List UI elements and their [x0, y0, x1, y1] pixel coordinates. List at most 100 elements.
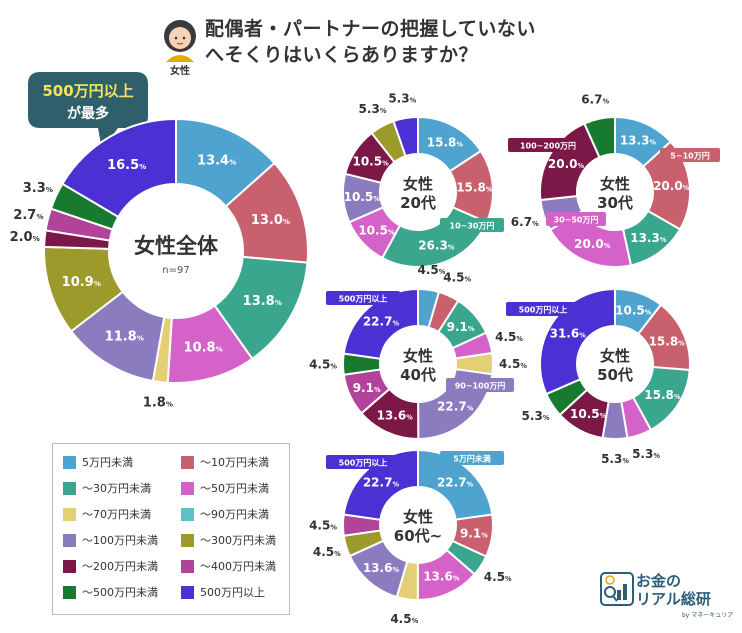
- label-20s-7: 5.3%: [388, 92, 416, 106]
- center-title-40s: 女性: [403, 347, 433, 365]
- legend-swatch: [63, 533, 76, 547]
- label-30s-2: 13.3%: [630, 231, 667, 245]
- label-all-1: 13.0%: [251, 213, 290, 228]
- legend-swatch: [181, 559, 194, 573]
- label-all-6: 10.9%: [62, 275, 101, 290]
- legend-swatch: [63, 585, 76, 599]
- legend-item: 〜100万円未満: [63, 532, 158, 548]
- logo-text: お金の リアル総研: [636, 572, 711, 608]
- label-30s-3: 20.0%: [574, 237, 611, 251]
- label-60s-7: 4.5%: [309, 518, 337, 532]
- legend-label: 〜500万円未満: [82, 586, 158, 599]
- legend-item: 〜50万円未満: [181, 480, 269, 496]
- label-50s-3: 5.3%: [632, 447, 660, 461]
- legend-label: 〜50万円未満: [200, 482, 269, 495]
- legend-item: 〜10万円未満: [181, 454, 269, 470]
- label-30s-6: 6.7%: [581, 92, 609, 106]
- label-40s-4: 4.5%: [499, 357, 527, 371]
- label-20s-2: 26.3%: [418, 239, 455, 253]
- range-tag-text-8: 5万円未満: [453, 454, 491, 464]
- legend-item: 〜300万円未満: [181, 532, 276, 548]
- title-line2: へそくりはいくらありますか？: [205, 44, 479, 66]
- slice-20s-2: [380, 205, 488, 268]
- legend-label: 〜100万円未満: [82, 534, 158, 547]
- legend-label: 〜400万円未満: [200, 560, 276, 573]
- legend-swatch: [181, 585, 194, 599]
- center-title2-20s: 20代: [400, 194, 436, 212]
- legend-item: 〜90万円未満: [181, 506, 269, 522]
- label-all-7: 2.0%: [10, 230, 40, 245]
- legend-item: 500万円以上: [181, 584, 265, 600]
- range-tag-text-2: 30~50万円: [554, 216, 599, 225]
- legend-swatch: [63, 455, 76, 469]
- range-tag-text-0: 10~30万円: [450, 222, 495, 231]
- center-title-all: 女性全体: [134, 234, 219, 258]
- range-tag-6: [506, 302, 580, 316]
- label-30s-4: 6.7%: [511, 215, 539, 229]
- center-title2-60s: 60代~: [394, 527, 442, 545]
- center-title-60s: 女性: [403, 508, 433, 526]
- legend: 5万円未満 〜10万円未満 〜30万円未満 〜50万円未満 〜70万円未満 〜90万円未満…: [52, 443, 290, 615]
- label-60s-2: 4.5%: [484, 570, 512, 584]
- legend-item: 〜70万円未満: [63, 506, 151, 522]
- callout-line2: が最多: [67, 105, 109, 122]
- label-30s-1: 20.0%: [653, 179, 690, 193]
- range-tag-7: [326, 455, 400, 469]
- legend-label: 〜200万円未満: [82, 560, 158, 573]
- legend-label: 500万円以上: [200, 586, 265, 599]
- slice-40s-9: [342, 287, 419, 360]
- range-tag-5: [446, 378, 514, 392]
- legend-swatch: [181, 455, 194, 469]
- label-all-10: 16.5%: [107, 158, 146, 173]
- range-tag-3: [508, 138, 588, 152]
- center-title2-30s: 30代: [597, 194, 633, 212]
- legend-swatch: [181, 507, 194, 521]
- label-40s-9: 22.7%: [363, 315, 400, 329]
- legend-label: 5万円未満: [82, 456, 133, 469]
- center-title-20s: 女性: [403, 175, 433, 193]
- label-50s-7: 31.6%: [550, 326, 587, 340]
- legend-item: 〜400万円未満: [181, 558, 276, 574]
- label-20s-0: 15.8%: [427, 136, 464, 150]
- label-all-4: 1.8%: [143, 395, 173, 410]
- label-30s-5: 20.0%: [548, 157, 585, 171]
- center-subtitle-all: n=97: [162, 265, 189, 276]
- avatar-label: 女性: [170, 64, 190, 77]
- legend-swatch: [63, 507, 76, 521]
- center-title-30s: 女性: [600, 175, 630, 193]
- label-all-9: 3.3%: [23, 181, 53, 196]
- label-40s-8: 4.5%: [309, 357, 337, 371]
- label-all-8: 2.7%: [13, 208, 43, 223]
- title-line1: 配偶者・パートナーの把握していない: [205, 18, 536, 40]
- donut-60s: 22.7% 9.1% 4.5% 13.6% 4.5% 13.6% 4.5% 4.5% 22.7%…: [309, 448, 512, 626]
- center-title2-50s: 50代: [597, 366, 633, 384]
- legend-item: 5万円未満: [63, 454, 133, 470]
- label-30s-0: 13.3%: [620, 134, 657, 148]
- label-60s-5: 13.6%: [363, 561, 400, 575]
- label-60s-6: 4.5%: [313, 545, 341, 559]
- legend-swatch: [63, 559, 76, 573]
- label-40s-0: 4.5%: [417, 263, 445, 277]
- range-tag-text-3: 100~200万円: [520, 142, 576, 151]
- range-tag-text-1: 5~10万円: [670, 152, 709, 161]
- center-title2-40s: 40代: [400, 366, 436, 384]
- range-tag-4: [326, 291, 400, 305]
- range-tag-2: [546, 212, 606, 226]
- legend-swatch: [181, 533, 194, 547]
- logo-chart-icon: [600, 572, 634, 606]
- woman-avatar-icon: [164, 20, 196, 62]
- label-60s-3: 13.6%: [423, 570, 460, 584]
- range-tag-text-6: 500万円以上: [519, 305, 568, 315]
- center-title-50s: 女性: [600, 347, 630, 365]
- label-50s-1: 15.8%: [649, 334, 686, 348]
- label-50s-5: 10.5%: [570, 407, 607, 421]
- label-20s-5: 10.5%: [352, 154, 389, 168]
- label-60s-0: 22.7%: [437, 476, 474, 490]
- slice-all-10: [61, 117, 177, 219]
- range-tag-8: [440, 451, 504, 465]
- legend-label: 〜70万円未満: [82, 508, 151, 521]
- range-tag-text-5: 90~100万円: [455, 382, 506, 391]
- label-50s-4: 5.3%: [601, 452, 629, 466]
- logo-sub: by マネーキュリア: [682, 612, 734, 619]
